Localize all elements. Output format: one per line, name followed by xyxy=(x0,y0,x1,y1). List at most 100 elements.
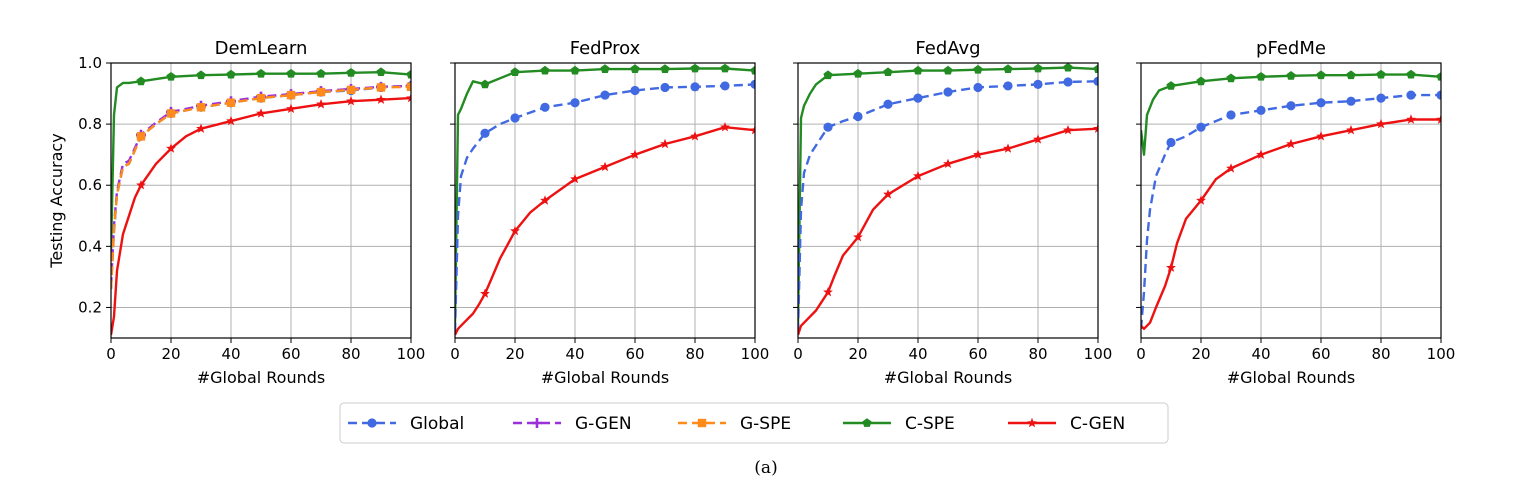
data-point-cgen xyxy=(823,287,833,297)
series-line-gspe xyxy=(111,85,411,290)
data-point-cspe xyxy=(406,69,411,79)
series-line-ggen xyxy=(111,84,411,287)
y-axis-label: Testing Accuracy xyxy=(47,133,66,268)
legend-item-global: Global xyxy=(348,414,464,434)
x-tick-label: 80 xyxy=(1028,345,1047,363)
data-point-cgen xyxy=(1226,163,1236,173)
data-point-global xyxy=(823,122,833,132)
chart-panels: 0 20 40 60 80 100 0.2 0.4 0.6 0.8 1.0 DemLearn #Glob… xyxy=(47,38,1455,387)
series-line-global xyxy=(1141,93,1441,329)
data-point-cspe xyxy=(720,63,730,73)
chart-title: pFedMe xyxy=(1256,38,1326,59)
data-point-cspe xyxy=(1033,63,1043,73)
x-tick-label: 100 xyxy=(741,345,770,363)
x-tick-label: 20 xyxy=(1191,345,1210,363)
data-point-global xyxy=(510,113,520,123)
y-tick-label: 0.8 xyxy=(78,115,102,133)
data-point-cgen xyxy=(690,131,700,141)
data-point-cgen xyxy=(1376,118,1386,129)
data-point-cspe xyxy=(630,64,640,73)
legend-item-ggen: G-GEN xyxy=(513,414,632,434)
data-point-cspe xyxy=(1166,81,1176,90)
data-point-global xyxy=(1346,96,1356,106)
data-point-cspe xyxy=(600,64,610,73)
data-point-cgen xyxy=(630,149,640,159)
data-point-global xyxy=(1316,98,1326,108)
data-point-cgen xyxy=(1003,143,1013,153)
data-point-gspe xyxy=(136,132,146,141)
series-line-cgen xyxy=(1141,118,1441,330)
data-point-global xyxy=(1033,79,1043,89)
x-tick-label: 60 xyxy=(281,345,300,363)
x-tick-label: 80 xyxy=(1371,345,1390,363)
data-point-cspe xyxy=(136,76,146,86)
data-point-gspe xyxy=(286,90,296,100)
series-line-cspe xyxy=(455,67,755,323)
data-point-cgen xyxy=(1406,114,1416,124)
series-group xyxy=(1141,69,1441,330)
data-point-cspe xyxy=(1316,70,1326,80)
data-point-cgen xyxy=(570,173,580,184)
x-axis-label: #Global Rounds xyxy=(541,368,670,387)
data-point-cgen xyxy=(196,123,206,133)
data-point-cgen xyxy=(1256,149,1266,159)
data-point-cgen xyxy=(510,225,520,236)
data-point-cspe xyxy=(540,65,550,75)
series-group xyxy=(111,67,411,336)
data-point-cspe xyxy=(913,65,923,75)
data-point-cgen xyxy=(316,99,326,109)
data-point-global xyxy=(913,93,923,103)
x-tick-label: 60 xyxy=(968,345,987,363)
data-point-gspe xyxy=(196,103,206,112)
data-point-cspe xyxy=(1196,76,1206,86)
data-point-global xyxy=(1063,77,1073,87)
data-point-global xyxy=(943,87,953,97)
data-point-cspe xyxy=(883,67,893,76)
data-point-gspe xyxy=(316,87,326,97)
chart-title: FedProx xyxy=(570,38,641,59)
data-point-global xyxy=(1256,105,1266,115)
chart-panel-fedavg: 0 20 40 60 80 100 FedAvg #Global Rounds xyxy=(793,38,1112,387)
data-point-cgen xyxy=(973,149,983,159)
legend-label-gspe: G-SPE xyxy=(740,414,791,434)
data-point-cgen xyxy=(600,161,610,172)
legend-item-gspe: G-SPE xyxy=(678,414,791,434)
data-point-cgen xyxy=(256,108,266,118)
data-point-cgen xyxy=(286,103,296,113)
data-point-cspe xyxy=(226,69,236,79)
x-axis-label: #Global Rounds xyxy=(197,368,326,387)
data-point-global xyxy=(973,82,983,93)
data-point-gspe xyxy=(256,93,266,103)
data-point-cspe xyxy=(1346,70,1356,80)
data-point-cgen xyxy=(1093,123,1098,133)
data-point-cgen xyxy=(1166,262,1176,272)
data-point-cspe xyxy=(1286,71,1296,80)
data-point-global xyxy=(1226,110,1236,120)
data-point-cspe xyxy=(750,65,755,75)
legend-label-cgen: C-GEN xyxy=(1070,414,1125,434)
data-point-cgen xyxy=(480,288,490,298)
data-point-cspe xyxy=(973,64,983,74)
data-point-cspe xyxy=(1256,72,1266,81)
data-point-global xyxy=(540,102,550,112)
x-tick-label: 100 xyxy=(1427,345,1456,363)
data-point-cgen xyxy=(1316,131,1326,141)
data-point-cgen xyxy=(1033,134,1043,144)
x-tick-label: 20 xyxy=(505,345,524,363)
data-point-global xyxy=(1003,81,1013,91)
data-point-cspe xyxy=(1063,63,1073,72)
x-axis-label: #Global Rounds xyxy=(1227,368,1356,387)
x-tick-label: 80 xyxy=(685,345,704,363)
chart-title: FedAvg xyxy=(915,38,980,59)
data-point-cgen xyxy=(226,115,236,126)
data-point-cgen xyxy=(1436,114,1441,124)
legend-item-cgen: C-GEN xyxy=(1008,414,1125,434)
y-tick-label: 0.6 xyxy=(78,176,102,194)
plot-frame xyxy=(110,62,412,339)
series-line-cgen xyxy=(798,127,1098,336)
data-point-cspe xyxy=(346,68,356,77)
data-point-cspe xyxy=(943,65,953,75)
data-point-global xyxy=(853,111,863,122)
x-tick-label: 40 xyxy=(221,345,240,363)
plot-frame xyxy=(797,62,1099,339)
